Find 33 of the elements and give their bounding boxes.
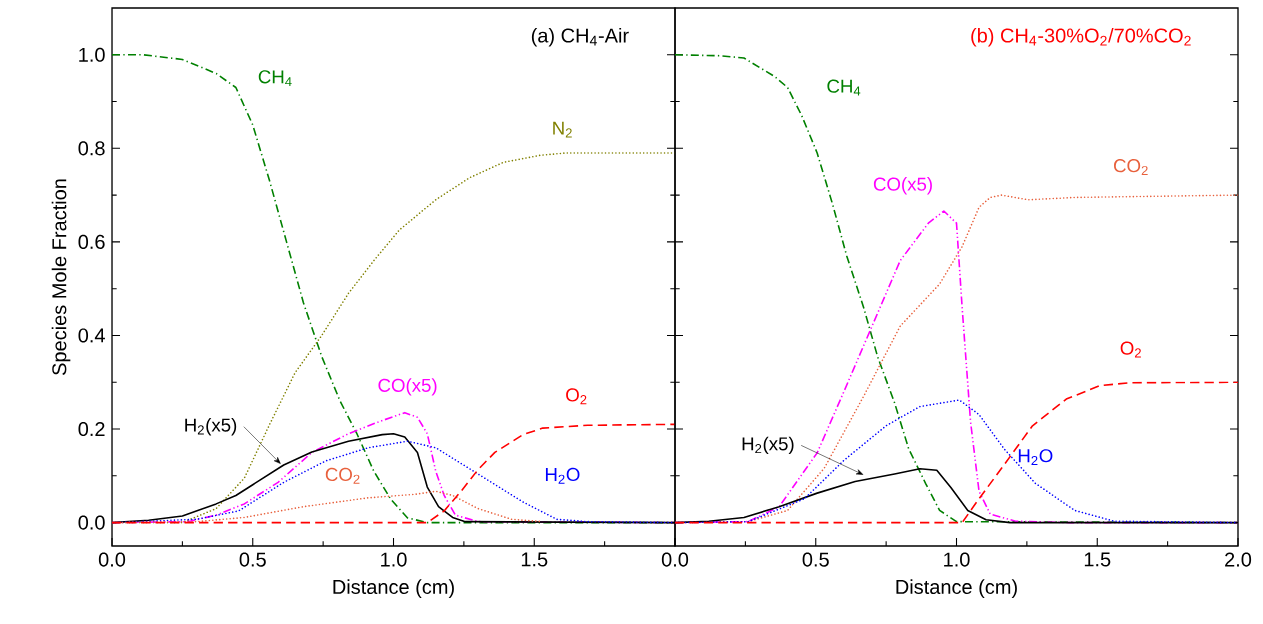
- series-label: CH$_{4}$: [258, 70, 292, 87]
- text: (b) CH$_{4}$-30%O$_{2}$/70%CO$_{2}$: [971, 27, 1191, 47]
- y-tick-label: 0.2: [78, 421, 105, 437]
- series-label: CO(x5): [873, 177, 932, 195]
- series-label: CH$_{4}$: [827, 79, 861, 96]
- x-axis-title: Distance (cm): [896, 579, 1017, 598]
- x-tick-label: 0.5: [239, 552, 266, 567]
- series-label: H$_{2}$O: [545, 467, 580, 484]
- y-tick-label: 0.0: [78, 515, 105, 530]
- series-label: O$_{2}$: [566, 388, 587, 405]
- series-label: O$_{2}$: [1120, 341, 1141, 358]
- x-tick-label: 1.0: [944, 552, 970, 567]
- text: H$_{2}$(x5): [742, 436, 794, 455]
- x-tick-label: 1.0: [381, 552, 407, 567]
- y-tick-label: 1.0: [79, 47, 105, 62]
- y-tick-label: 0.4: [78, 328, 105, 343]
- y-tick-label: 0.6: [78, 234, 105, 249]
- series-label: CO$_{2}$: [325, 467, 360, 484]
- x-tick-label: 0.5: [802, 552, 829, 567]
- x-tick-label: 2.0: [1225, 552, 1252, 567]
- text: H$_{2}$(x5): [185, 417, 237, 436]
- y-axis-title: Species Mole Fraction: [51, 179, 71, 376]
- y-tick-label: 0.8: [78, 141, 105, 156]
- x-axis-title: Distance (cm): [333, 579, 454, 598]
- x-tick-label: 0.0: [98, 552, 126, 567]
- series-label: N$_{2}$: [553, 121, 572, 138]
- x-tick-label: 1.5: [521, 552, 548, 567]
- x-tick-label: 1.5: [1084, 552, 1111, 567]
- series-label: CO$_{2}$: [1114, 159, 1148, 175]
- series-label: H$_{2}$O: [1018, 449, 1053, 466]
- x-tick-label: 0.0: [661, 552, 689, 567]
- text: (a) CH$_{4}$-Air: [531, 27, 629, 47]
- series-label: CO(x5): [378, 378, 437, 396]
